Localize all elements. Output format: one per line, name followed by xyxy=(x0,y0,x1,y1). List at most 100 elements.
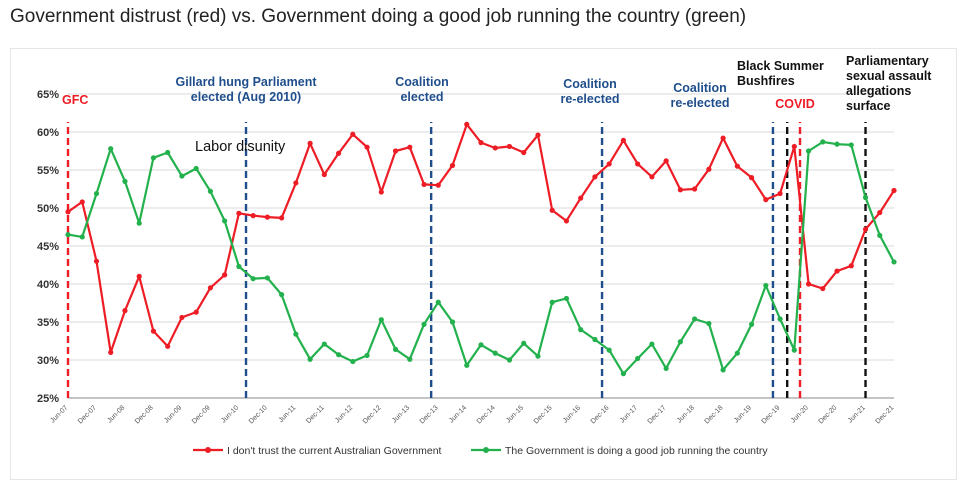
x-tick-label: Dec-13 xyxy=(419,404,440,425)
data-point-series-1 xyxy=(763,282,769,289)
data-point-series-0 xyxy=(791,143,797,150)
data-point-series-0 xyxy=(335,150,342,156)
data-point-series-0 xyxy=(236,210,242,216)
data-point-series-1 xyxy=(592,336,598,343)
data-point-series-1 xyxy=(706,320,712,327)
data-point-series-1 xyxy=(734,350,740,356)
x-tick-label: Dec-07 xyxy=(77,404,98,425)
legend-label: The Government is doing a good job runni… xyxy=(505,445,768,457)
x-tick-label: Jun-12 xyxy=(334,404,354,424)
event-label: Gillard hung Parliament xyxy=(176,75,318,89)
x-tick-label: Dec-16 xyxy=(590,404,611,425)
data-point-series-0 xyxy=(150,328,157,334)
data-point-series-1 xyxy=(848,142,854,148)
event-label: elected xyxy=(400,90,443,104)
event-label: Black Summer xyxy=(737,59,824,73)
x-tick-label: Jun-19 xyxy=(733,404,753,424)
x-tick-label: Dec-21 xyxy=(874,404,895,425)
data-point-series-1 xyxy=(563,295,570,302)
x-tick-label: Jun-13 xyxy=(391,404,411,424)
data-point-series-0 xyxy=(108,349,114,355)
data-point-series-1 xyxy=(677,339,683,345)
data-point-series-1 xyxy=(720,367,726,373)
data-point-series-0 xyxy=(122,308,128,314)
y-tick-label: 45% xyxy=(37,241,59,253)
x-tick-label: Dec-17 xyxy=(647,404,668,425)
data-point-series-1 xyxy=(535,353,541,359)
data-point-series-0 xyxy=(350,131,356,137)
data-point-series-0 xyxy=(563,218,570,224)
data-point-series-1 xyxy=(65,232,71,238)
data-point-series-0 xyxy=(222,272,228,278)
event-label: Coalition xyxy=(395,75,448,89)
data-point-series-0 xyxy=(820,285,826,292)
y-tick-label: 40% xyxy=(37,279,59,291)
page-title: Government distrust (red) vs. Government… xyxy=(10,6,747,27)
x-tick-label: Jun-14 xyxy=(448,404,468,424)
event-label: allegations xyxy=(846,84,911,98)
x-tick-label: Dec-14 xyxy=(476,404,497,425)
annotation-label: Labor disunity xyxy=(195,139,286,155)
data-point-series-1 xyxy=(364,352,370,359)
data-point-series-1 xyxy=(236,263,242,270)
x-tick-label: Dec-18 xyxy=(704,404,725,425)
x-tick-label: Jun-08 xyxy=(106,404,126,424)
data-point-series-0 xyxy=(449,162,456,169)
data-point-series-1 xyxy=(150,155,157,161)
data-point-series-1 xyxy=(748,321,755,327)
x-tick-label: Dec-10 xyxy=(248,404,269,425)
series-line-0 xyxy=(67,123,895,354)
event-label: Coalition xyxy=(563,77,616,91)
data-point-series-1 xyxy=(635,355,641,362)
data-point-series-0 xyxy=(862,226,869,232)
data-point-series-1 xyxy=(222,218,228,224)
legend-marker xyxy=(483,447,489,453)
event-label: re-elected xyxy=(560,92,619,106)
data-point-series-0 xyxy=(805,281,812,287)
x-tick-label: Dec-08 xyxy=(134,404,155,425)
data-point-series-0 xyxy=(193,309,199,315)
x-tick-label: Jun-10 xyxy=(220,404,240,424)
data-point-series-0 xyxy=(492,145,498,151)
data-point-series-1 xyxy=(663,365,669,371)
data-point-series-0 xyxy=(677,187,683,193)
data-point-series-1 xyxy=(492,350,498,356)
data-point-series-0 xyxy=(250,213,256,219)
data-point-series-1 xyxy=(279,292,285,298)
data-point-series-0 xyxy=(606,161,612,167)
x-tick-label: Dec-19 xyxy=(761,404,782,425)
data-point-series-0 xyxy=(165,343,171,349)
event-label: GFC xyxy=(62,93,88,107)
data-point-series-1 xyxy=(464,362,470,368)
series-line-1 xyxy=(67,140,895,375)
data-point-series-1 xyxy=(877,232,883,238)
event-label: re-elected xyxy=(670,96,729,110)
data-point-series-0 xyxy=(179,314,185,321)
y-tick-label: 25% xyxy=(37,393,59,405)
data-point-series-0 xyxy=(464,121,470,127)
data-point-series-0 xyxy=(734,163,740,169)
data-point-series-0 xyxy=(706,166,712,172)
data-point-series-0 xyxy=(848,263,854,269)
data-point-series-0 xyxy=(692,186,698,192)
data-point-series-1 xyxy=(506,357,513,363)
data-point-series-0 xyxy=(307,140,313,146)
x-tick-label: Jun-09 xyxy=(163,404,183,424)
x-tick-label: Jun-21 xyxy=(847,404,867,424)
data-point-series-0 xyxy=(521,149,527,156)
x-tick-label: Jun-07 xyxy=(49,404,69,424)
data-point-series-0 xyxy=(293,180,299,186)
data-point-series-1 xyxy=(207,188,214,194)
data-point-series-1 xyxy=(620,371,627,377)
y-tick-label: 65% xyxy=(37,89,59,101)
data-point-series-0 xyxy=(207,285,214,291)
data-point-series-1 xyxy=(449,319,456,325)
data-point-series-0 xyxy=(748,175,755,181)
data-point-series-1 xyxy=(791,347,797,353)
data-point-series-0 xyxy=(378,189,384,195)
data-point-series-1 xyxy=(549,299,555,305)
data-point-series-1 xyxy=(407,356,413,362)
x-tick-label: Dec-11 xyxy=(305,404,326,425)
data-point-series-1 xyxy=(692,316,698,322)
